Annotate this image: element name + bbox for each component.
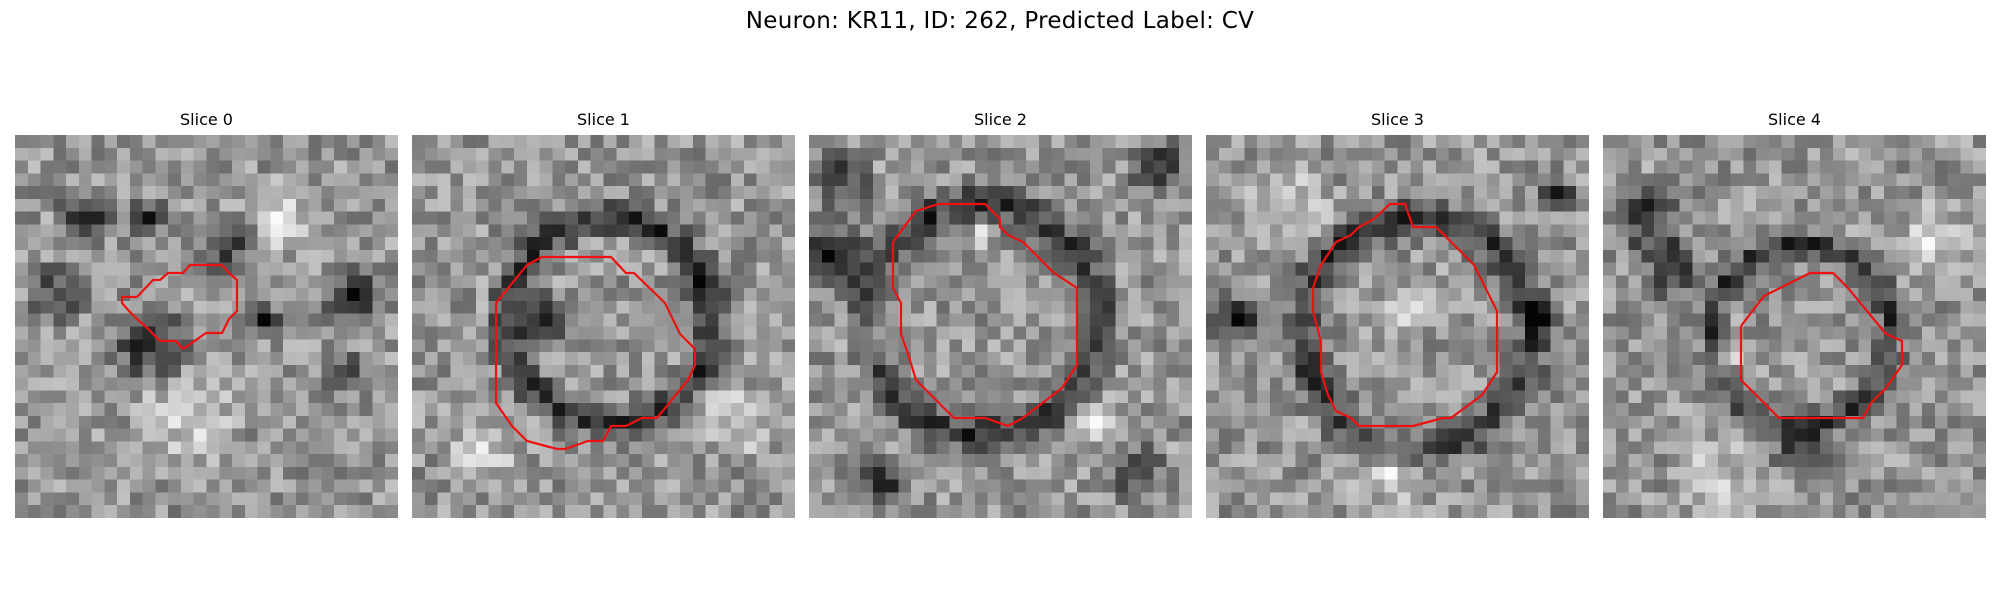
slice-image <box>1206 135 1589 518</box>
slice-image <box>809 135 1192 518</box>
slice-title: Slice 0 <box>180 110 233 129</box>
slice-panel-4: Slice 4 <box>1603 108 1986 518</box>
slice-panel-2: Slice 2 <box>809 108 1192 518</box>
slice-panel-1: Slice 1 <box>412 108 795 518</box>
slice-title: Slice 4 <box>1768 110 1821 129</box>
slice-title: Slice 3 <box>1371 110 1424 129</box>
slice-image <box>1603 135 1986 518</box>
slice-panel-0: Slice 0 <box>15 108 398 518</box>
slice-panel-3: Slice 3 <box>1206 108 1589 518</box>
figure-title: Neuron: KR11, ID: 262, Predicted Label: … <box>745 8 1255 34</box>
slice-title: Slice 2 <box>974 110 1027 129</box>
slice-title: Slice 1 <box>577 110 630 129</box>
slice-image <box>412 135 795 518</box>
slice-image <box>15 135 398 518</box>
